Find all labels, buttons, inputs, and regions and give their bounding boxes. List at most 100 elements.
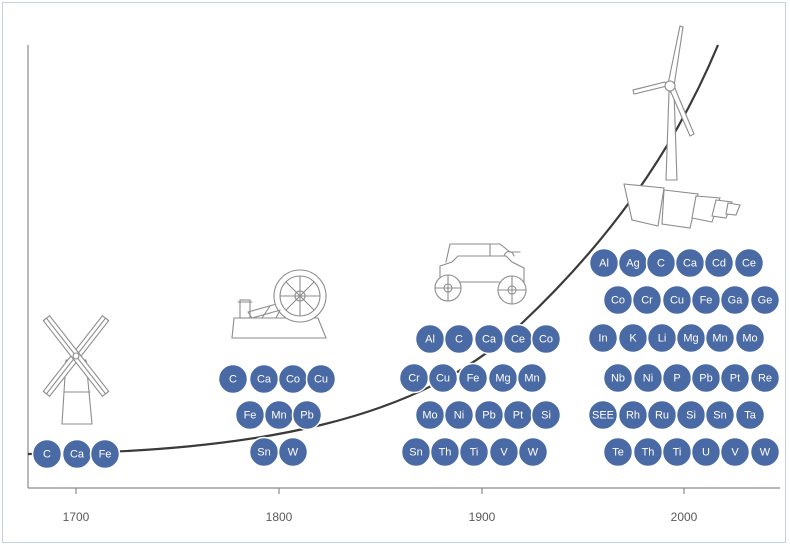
element-bubble-c: C: [443, 323, 475, 355]
element-bubble-circle: [602, 436, 634, 468]
element-bubble-ca: Ca: [473, 323, 505, 355]
element-bubble-circle: [719, 436, 751, 468]
element-symbol: C: [455, 334, 463, 346]
element-bubble-ce: Ce: [502, 323, 534, 355]
element-bubble-th: Th: [632, 436, 664, 468]
element-bubble-ce: Ce: [733, 247, 765, 279]
element-symbol: Mg: [495, 373, 510, 385]
element-symbol: Ru: [655, 410, 669, 422]
element-bubble-mn: Mn: [516, 362, 548, 394]
element-bubble-circle: [217, 363, 249, 395]
x-tick-label-1800: 1800: [266, 510, 293, 524]
element-bubble-circle: [31, 438, 63, 470]
element-symbol: Ta: [744, 410, 757, 422]
element-bubble-co: Co: [602, 284, 634, 316]
element-bubble-cd: Cd: [703, 247, 735, 279]
element-symbol: U: [702, 447, 710, 459]
element-bubble-mg: Mg: [675, 322, 707, 354]
element-symbol: Cu: [436, 373, 450, 385]
element-bubble-nb: Nb: [602, 362, 634, 394]
element-bubble-mo: Mo: [414, 399, 446, 431]
element-symbol: Re: [758, 373, 772, 385]
element-bubble-ga: Ga: [719, 284, 751, 316]
element-symbol: Mg: [683, 333, 698, 345]
element-symbol: K: [629, 333, 637, 345]
element-symbol: Pb: [699, 373, 712, 385]
element-symbol: V: [731, 447, 739, 459]
element-bubble-circle: [458, 436, 490, 468]
element-bubble-circle: [733, 247, 765, 279]
element-bubble-w: W: [277, 436, 309, 468]
element-symbol: Th: [439, 447, 452, 459]
windmill-icon: [42, 314, 110, 425]
element-bubble-circle: [443, 399, 475, 431]
element-bubble-see: SEE: [587, 399, 619, 431]
element-bubble-circle: [291, 399, 323, 431]
element-bubble-cu: Cu: [305, 363, 337, 395]
element-symbol: Rh: [626, 410, 640, 422]
element-bubble-co: Co: [530, 323, 562, 355]
element-bubble-circle: [734, 322, 766, 354]
element-bubble-circle: [443, 323, 475, 355]
element-bubble-c: C: [645, 247, 677, 279]
element-symbol: Cd: [712, 258, 726, 270]
element-bubble-pt: Pt: [502, 399, 534, 431]
element-bubble-al: Al: [414, 323, 446, 355]
element-bubble-sn: Sn: [400, 436, 432, 468]
element-bubble-co: Co: [277, 363, 309, 395]
element-bubble-circle: [749, 284, 781, 316]
element-bubble-circle: [277, 436, 309, 468]
element-bubble-cu: Cu: [427, 362, 459, 394]
element-bubble-ni: Ni: [443, 399, 475, 431]
element-symbol: Sn: [409, 447, 422, 459]
element-bubble-pt: Pt: [719, 362, 751, 394]
element-symbol: Al: [599, 258, 609, 270]
element-bubbles: C Ca Fe C Ca Co Cu Fe Mn Pb Sn W Al C Ca Ce Co Cr Cu Fe Mg Mn…: [31, 247, 781, 470]
element-symbol: Pt: [513, 410, 523, 422]
element-bubble-th: Th: [429, 436, 461, 468]
element-bubble-rh: Rh: [617, 399, 649, 431]
element-symbol: Cr: [408, 373, 420, 385]
element-symbol: Co: [611, 295, 625, 307]
element-bubble-fe: Fe: [690, 284, 722, 316]
element-bubble-cr: Cr: [631, 284, 663, 316]
element-symbol: Ce: [511, 334, 525, 346]
element-bubble-ta: Ta: [734, 399, 766, 431]
element-bubble-si: Si: [530, 399, 562, 431]
element-bubble-ti: Ti: [458, 436, 490, 468]
x-tick-label-1900: 1900: [469, 510, 496, 524]
element-bubble-ni: Ni: [632, 362, 664, 394]
element-bubble-te: Te: [602, 436, 634, 468]
element-bubble-v: V: [719, 436, 751, 468]
element-bubble-pb: Pb: [291, 399, 323, 431]
element-symbol: Ag: [626, 258, 639, 270]
element-bubble-circle: [703, 247, 735, 279]
element-bubble-circle: [457, 362, 489, 394]
automobile-icon: [434, 243, 527, 305]
element-bubble-k: K: [617, 322, 649, 354]
element-symbol: Si: [686, 410, 696, 422]
wind-turbine-icon: [632, 25, 695, 181]
element-bubble-p: P: [661, 362, 693, 394]
element-symbol: C: [43, 449, 51, 461]
element-bubble-fe: Fe: [457, 362, 489, 394]
element-symbol: Si: [541, 410, 551, 422]
element-symbol: Fe: [244, 410, 257, 422]
element-bubble-sn: Sn: [248, 436, 280, 468]
element-symbol: V: [500, 447, 508, 459]
element-symbol: Pb: [300, 410, 313, 422]
element-symbol: Fe: [99, 449, 112, 461]
element-bubble-circle: [719, 284, 751, 316]
element-symbol: C: [657, 258, 665, 270]
solar-panel-icon: [623, 183, 741, 229]
element-symbol: Co: [539, 334, 553, 346]
element-symbol: Ge: [758, 295, 773, 307]
element-bubble-mn: Mn: [263, 399, 295, 431]
element-symbol: Sn: [257, 447, 270, 459]
element-symbol: Th: [642, 447, 655, 459]
element-bubble-pb: Pb: [473, 399, 505, 431]
element-bubble-al: Al: [588, 247, 620, 279]
element-symbol: Fe: [700, 295, 713, 307]
element-bubble-circle: [587, 399, 619, 431]
element-symbol: Ni: [454, 410, 464, 422]
